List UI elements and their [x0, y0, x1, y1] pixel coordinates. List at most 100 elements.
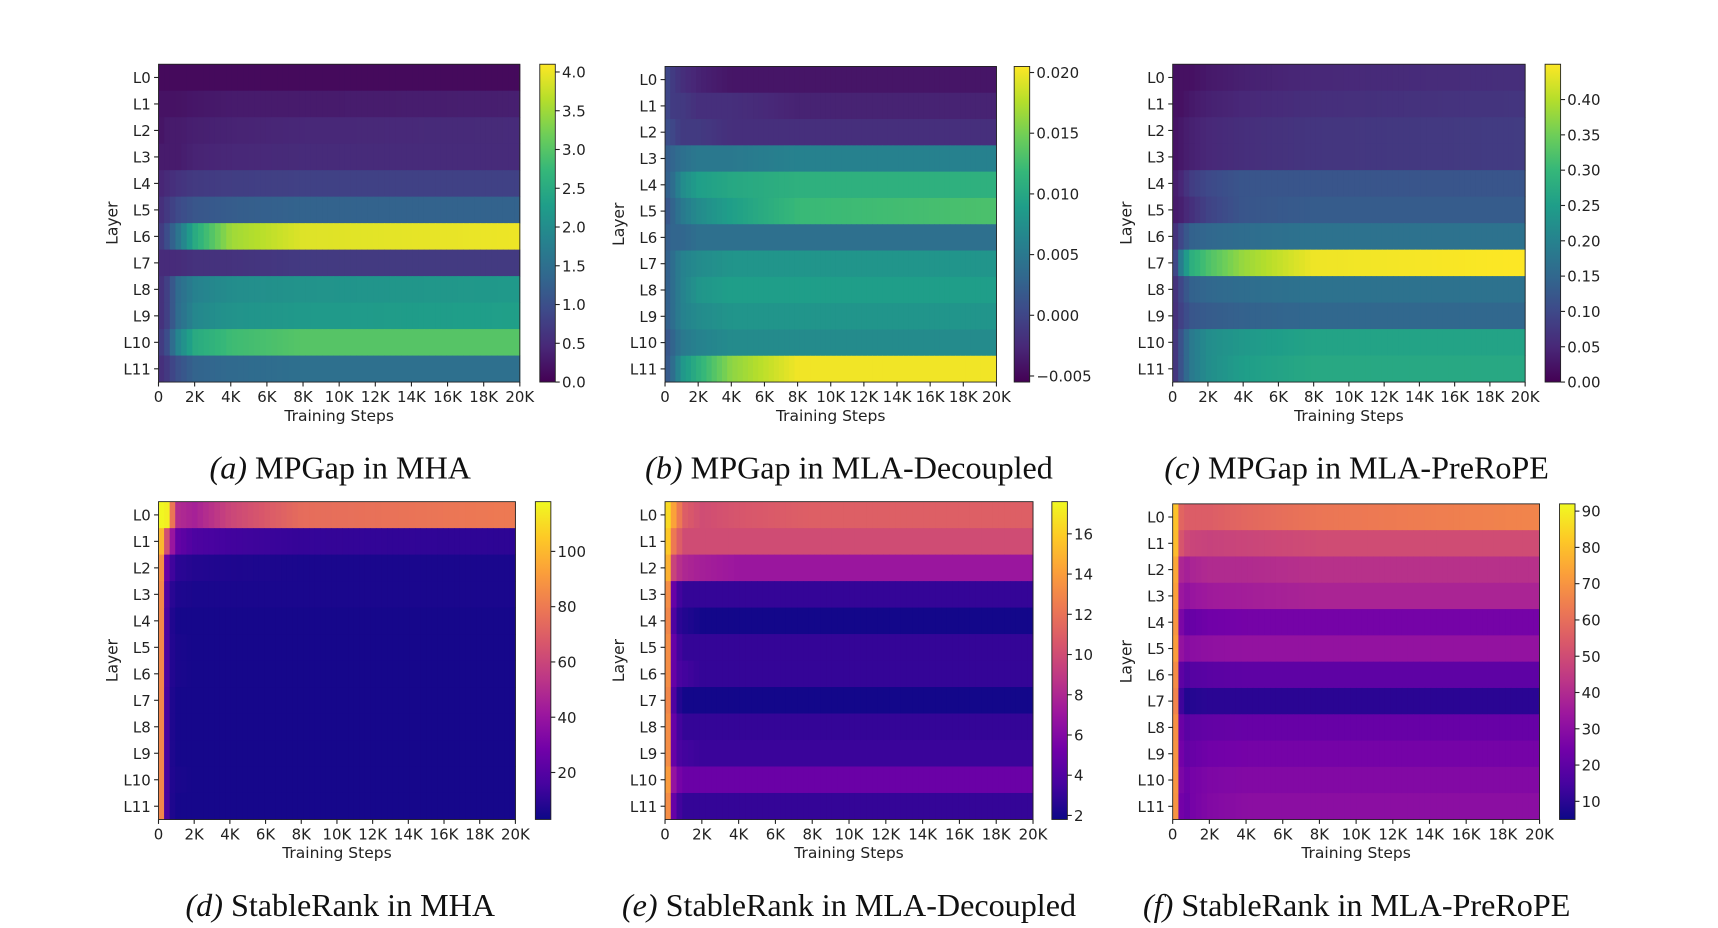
heatmap-cell: [429, 249, 436, 277]
heatmap-cell: [367, 329, 374, 357]
heatmap-row-L8: [665, 276, 997, 304]
heatmap-cell: [1519, 143, 1526, 171]
heatmap-cell: [282, 302, 289, 330]
heatmap-row-L6: [665, 660, 1034, 688]
heatmap-cell: [1266, 170, 1273, 198]
heatmap-cell: [389, 143, 397, 171]
heatmap-cell: [367, 170, 374, 198]
heatmap-cell: [1413, 635, 1420, 663]
heatmap-cell: [339, 276, 346, 304]
heatmap-row-L10: [1172, 766, 1540, 794]
heatmap-cell: [431, 713, 438, 741]
heatmap-cell: [1486, 302, 1493, 330]
heatmap-cell: [418, 90, 425, 118]
heatmap-cell: [986, 119, 992, 146]
heatmap-cell: [243, 223, 250, 251]
heatmap-cell: [1398, 143, 1405, 171]
heatmap-cell: [203, 713, 210, 741]
heatmap-cell: [975, 303, 982, 330]
heatmap-cell: [1365, 170, 1372, 198]
heatmap-cell: [742, 92, 749, 120]
heatmap-cell: [762, 607, 769, 635]
heatmap-cell: [1426, 117, 1432, 145]
heatmap-cell: [1021, 554, 1028, 582]
heatmap-cell: [1499, 687, 1506, 715]
heatmap-cell: [1350, 530, 1357, 557]
heatmap-cell: [981, 554, 988, 582]
heatmap-cell: [1218, 766, 1225, 794]
heatmap-cell: [1361, 609, 1369, 636]
heatmap-cell: [1258, 766, 1265, 794]
heatmap-cell: [732, 303, 738, 330]
heatmap-cell: [1442, 687, 1449, 715]
heatmap-cell: [480, 196, 487, 224]
heatmap-cell: [203, 249, 210, 277]
heatmap-cell: [882, 303, 889, 330]
heatmap-cell: [739, 528, 746, 556]
x-tick-label: 0: [154, 388, 164, 406]
heatmap-cell: [900, 528, 907, 556]
heatmap-cell: [1396, 714, 1403, 742]
heatmap-cell: [437, 501, 444, 529]
heatmap-cell: [384, 196, 391, 224]
heatmap-cell: [1407, 503, 1414, 531]
heatmap-cell: [470, 740, 477, 767]
heatmap-cell: [470, 713, 477, 741]
heatmap-cell: [908, 303, 915, 330]
heatmap-cell: [711, 276, 718, 304]
heatmap-row-L0: [158, 501, 516, 529]
heatmap-cell: [1519, 249, 1526, 277]
heatmap-cell: [225, 581, 232, 609]
heatmap-cell: [854, 607, 861, 635]
heatmap-cell: [665, 355, 671, 383]
heatmap-cell: [452, 302, 459, 330]
heatmap-cell: [1332, 143, 1339, 171]
heatmap-cell: [903, 145, 909, 173]
heatmap-cell: [1326, 223, 1333, 251]
heatmap-cell: [1327, 609, 1334, 636]
heatmap-cell: [485, 117, 493, 145]
heatmap-cell: [889, 554, 896, 582]
heatmap-cell: [1407, 687, 1414, 715]
heatmap-cell: [964, 634, 971, 662]
heatmap-cell: [226, 64, 233, 92]
heatmap-cell: [670, 660, 677, 688]
heatmap-cell: [1387, 276, 1394, 304]
heatmap-cell: [1487, 609, 1495, 636]
heatmap-cell: [331, 501, 338, 529]
heatmap-cell: [209, 302, 216, 330]
heatmap-cell: [742, 171, 749, 199]
heatmap-cell: [1367, 503, 1374, 531]
heatmap-cell: [1184, 740, 1191, 768]
heatmap-cell: [316, 276, 323, 304]
heatmap-cell: [398, 713, 405, 741]
heatmap-cell: [367, 355, 374, 383]
heatmap-cell: [676, 634, 683, 662]
heatmap-cell: [1326, 170, 1333, 198]
heatmap-cell: [1420, 302, 1427, 330]
heatmap-cell: [320, 581, 327, 609]
heatmap-cell: [906, 660, 913, 688]
heatmap-cell: [1258, 714, 1265, 742]
heatmap-cell: [789, 303, 795, 330]
heatmap-cell: [1233, 223, 1240, 251]
heatmap-cell: [1015, 581, 1022, 609]
heatmap-cell: [303, 687, 310, 714]
heatmap-cell: [918, 171, 925, 199]
heatmap-cell: [1172, 740, 1179, 768]
heatmap-cell: [387, 660, 394, 688]
y-tick-label: L4: [1147, 175, 1165, 193]
heatmap-cell: [763, 197, 770, 225]
heatmap-cell: [1333, 609, 1340, 636]
heatmap-cell: [487, 607, 494, 635]
heatmap-cell: [1392, 329, 1399, 357]
heatmap-row-L4: [665, 171, 997, 199]
heatmap-cell: [1241, 609, 1248, 636]
heatmap-cell: [1321, 355, 1328, 383]
heatmap-cell: [1359, 302, 1366, 330]
heatmap-cell: [680, 276, 687, 304]
heatmap-cell: [271, 170, 278, 198]
heatmap-cell: [1514, 90, 1521, 118]
heatmap-cell: [219, 607, 226, 635]
heatmap-cell: [1321, 556, 1328, 584]
